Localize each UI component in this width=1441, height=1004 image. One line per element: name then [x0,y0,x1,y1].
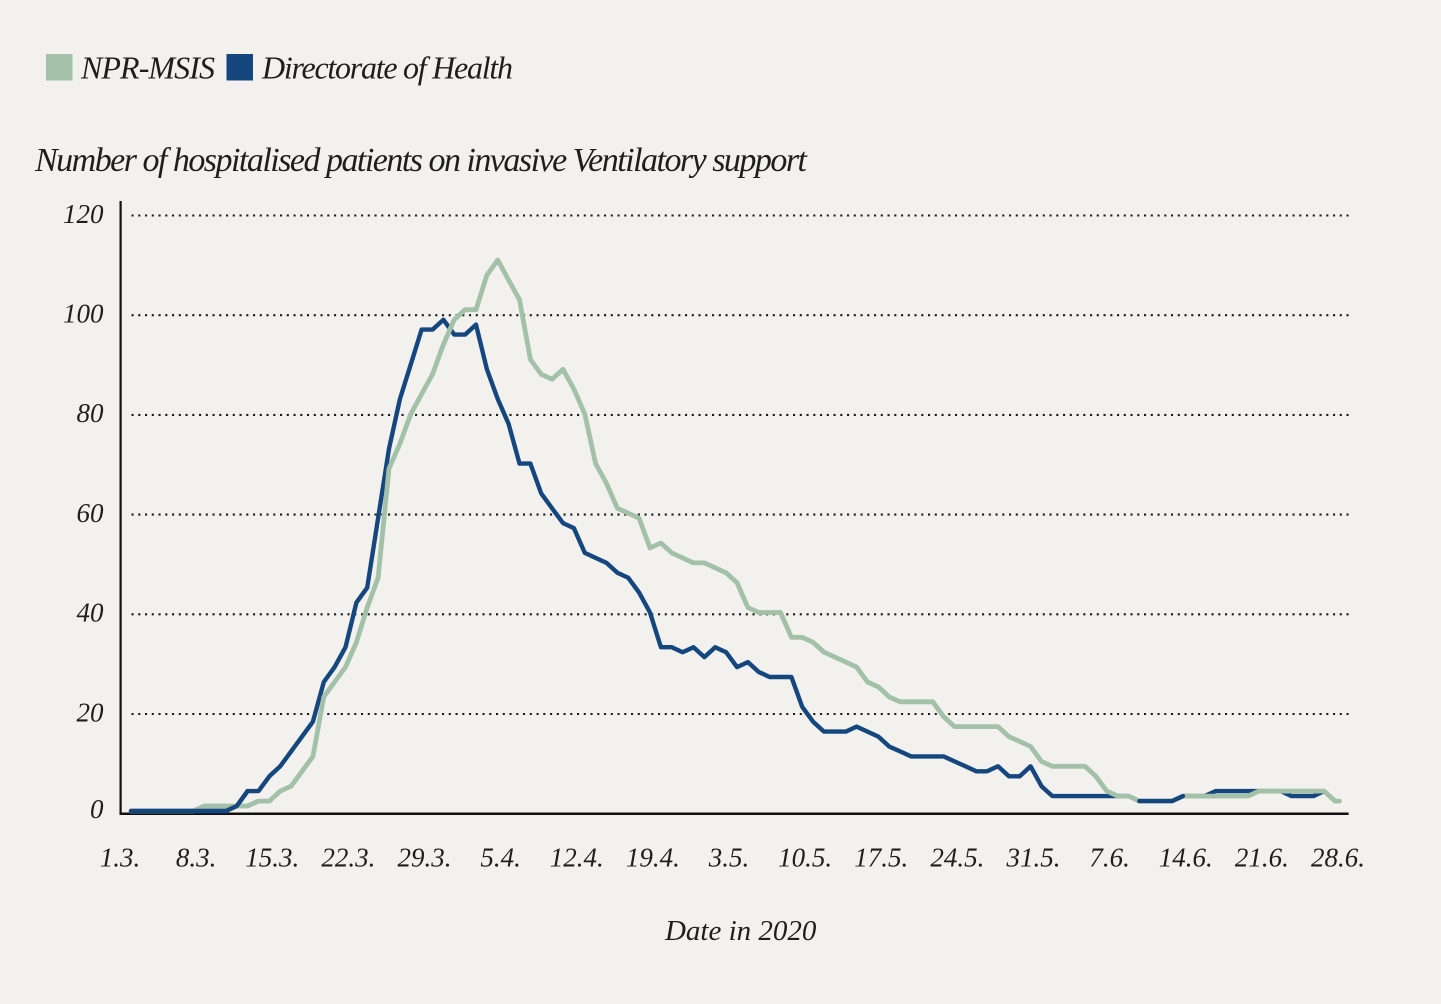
svg-text:3.5.: 3.5. [708,843,750,873]
svg-text:21.6.: 21.6. [1235,843,1289,873]
svg-text:29.3.: 29.3. [398,843,452,873]
svg-text:1.3.: 1.3. [100,843,141,873]
svg-text:7.6.: 7.6. [1089,843,1130,873]
svg-text:0: 0 [90,794,104,824]
svg-text:60: 60 [77,498,105,528]
svg-text:24.5.: 24.5. [930,843,984,873]
svg-text:40: 40 [77,598,105,628]
svg-text:80: 80 [77,398,105,428]
svg-text:5.4.: 5.4. [480,843,521,873]
svg-text:NPR-MSIS: NPR-MSIS [80,50,215,86]
svg-text:Date in 2020: Date in 2020 [664,915,817,947]
svg-text:28.6.: 28.6. [1311,843,1365,873]
svg-text:15.3.: 15.3. [245,843,299,873]
svg-text:Number of hospitalised patient: Number of hospitalised patients on invas… [34,142,809,179]
svg-text:12.4.: 12.4. [550,843,604,873]
svg-text:22.3.: 22.3. [321,843,375,873]
svg-text:10.5.: 10.5. [778,843,832,873]
svg-text:17.5.: 17.5. [854,843,908,873]
svg-text:14.6.: 14.6. [1159,843,1213,873]
svg-text:8.3.: 8.3. [176,843,217,873]
svg-text:120: 120 [63,199,104,229]
svg-text:20: 20 [77,697,105,727]
svg-text:19.4.: 19.4. [626,843,680,873]
svg-text:31.5.: 31.5. [1006,843,1061,873]
svg-text:100: 100 [63,299,104,329]
svg-text:Directorate of Health: Directorate of Health [261,50,513,86]
